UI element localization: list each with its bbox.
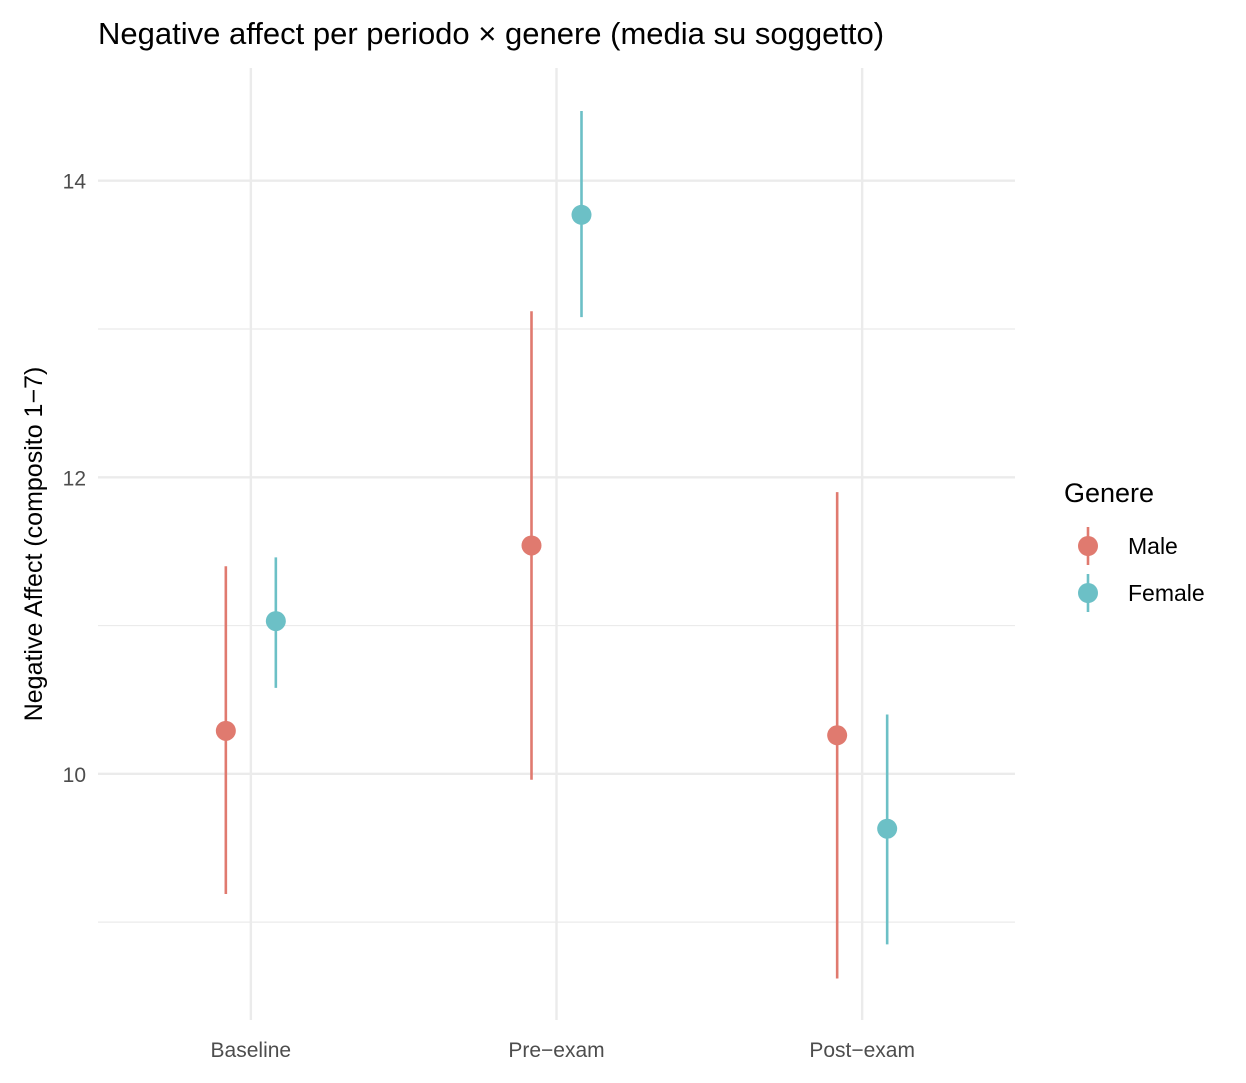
y-axis-label: Negative Affect (composito 1−7)	[20, 367, 48, 722]
point-male	[521, 535, 542, 556]
y-tick-label: 12	[63, 467, 86, 490]
legend-key-point	[1078, 583, 1098, 603]
point-male	[215, 720, 236, 741]
x-tick-label: Post−exam	[809, 1039, 915, 1062]
y-tick-label: 10	[63, 764, 86, 787]
legend-label: Male	[1128, 533, 1178, 559]
legend-title: Genere	[1064, 478, 1154, 508]
x-tick-label: Pre−exam	[508, 1039, 604, 1062]
y-tick-label: 14	[63, 171, 87, 194]
legend-label: Female	[1128, 580, 1205, 606]
point-female	[571, 204, 592, 225]
chart-title: Negative affect per periodo × genere (me…	[98, 16, 884, 51]
point-male	[827, 725, 848, 746]
legend-key-point	[1078, 536, 1098, 556]
point-female	[877, 818, 898, 839]
point-female	[265, 611, 286, 632]
x-tick-label: Baseline	[211, 1039, 292, 1062]
